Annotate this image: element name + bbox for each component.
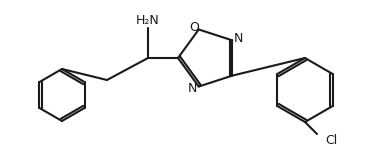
Text: Cl: Cl — [325, 133, 337, 147]
Text: N: N — [234, 32, 243, 45]
Text: O: O — [189, 21, 199, 34]
Text: H₂N: H₂N — [136, 14, 160, 27]
Text: N: N — [188, 82, 198, 95]
